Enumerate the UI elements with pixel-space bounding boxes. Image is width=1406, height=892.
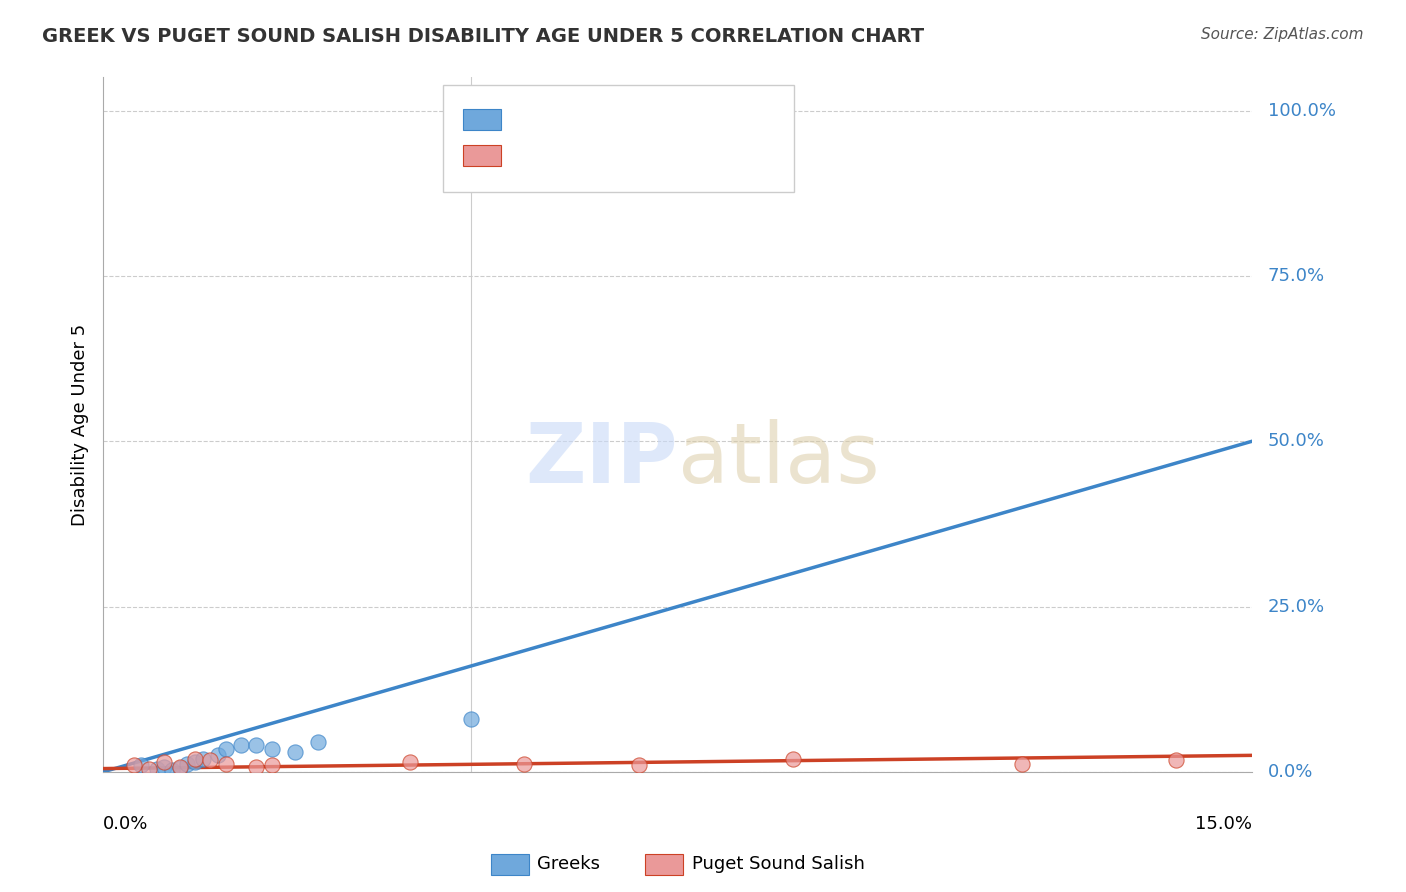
Point <box>138 762 160 776</box>
Point <box>160 763 183 777</box>
Point <box>131 758 153 772</box>
Point <box>284 745 307 759</box>
Point <box>307 735 329 749</box>
Point <box>191 752 214 766</box>
Text: 100.0%: 100.0% <box>1268 102 1336 120</box>
Text: N = 17: N = 17 <box>647 111 714 128</box>
Text: R = 0.201: R = 0.201 <box>509 146 607 164</box>
Point <box>122 758 145 772</box>
Point <box>153 755 176 769</box>
Point <box>1164 753 1187 767</box>
Point <box>184 755 207 769</box>
Text: N = 15: N = 15 <box>647 146 714 164</box>
Text: R = 0.508: R = 0.508 <box>509 111 607 128</box>
Point <box>628 758 651 772</box>
Point <box>245 759 267 773</box>
Text: Puget Sound Salish: Puget Sound Salish <box>692 855 865 873</box>
Point <box>215 756 238 771</box>
Point <box>153 759 176 773</box>
Text: ZIP: ZIP <box>526 419 678 500</box>
Point <box>782 752 804 766</box>
Point <box>398 755 420 769</box>
Point <box>260 758 283 772</box>
Text: atlas: atlas <box>678 419 879 500</box>
Point <box>169 761 191 775</box>
Point <box>169 759 191 773</box>
Text: Source: ZipAtlas.com: Source: ZipAtlas.com <box>1201 27 1364 42</box>
Point <box>460 712 482 726</box>
Point <box>513 756 536 771</box>
Point <box>184 752 207 766</box>
Text: 0.0%: 0.0% <box>1268 763 1313 780</box>
Point <box>215 741 238 756</box>
Point <box>200 753 222 767</box>
Text: 15.0%: 15.0% <box>1195 815 1253 833</box>
Point <box>245 739 267 753</box>
Text: Greeks: Greeks <box>537 855 600 873</box>
Point <box>207 748 229 763</box>
Point <box>229 739 252 753</box>
Point <box>145 762 167 776</box>
Point <box>666 103 689 118</box>
Text: GREEK VS PUGET SOUND SALISH DISABILITY AGE UNDER 5 CORRELATION CHART: GREEK VS PUGET SOUND SALISH DISABILITY A… <box>42 27 924 45</box>
Point <box>176 756 198 771</box>
Point <box>1011 756 1033 771</box>
Text: 50.0%: 50.0% <box>1268 433 1324 450</box>
Y-axis label: Disability Age Under 5: Disability Age Under 5 <box>72 324 89 525</box>
Point <box>260 741 283 756</box>
Text: 0.0%: 0.0% <box>103 815 149 833</box>
Text: 25.0%: 25.0% <box>1268 598 1324 615</box>
Text: 75.0%: 75.0% <box>1268 267 1324 285</box>
